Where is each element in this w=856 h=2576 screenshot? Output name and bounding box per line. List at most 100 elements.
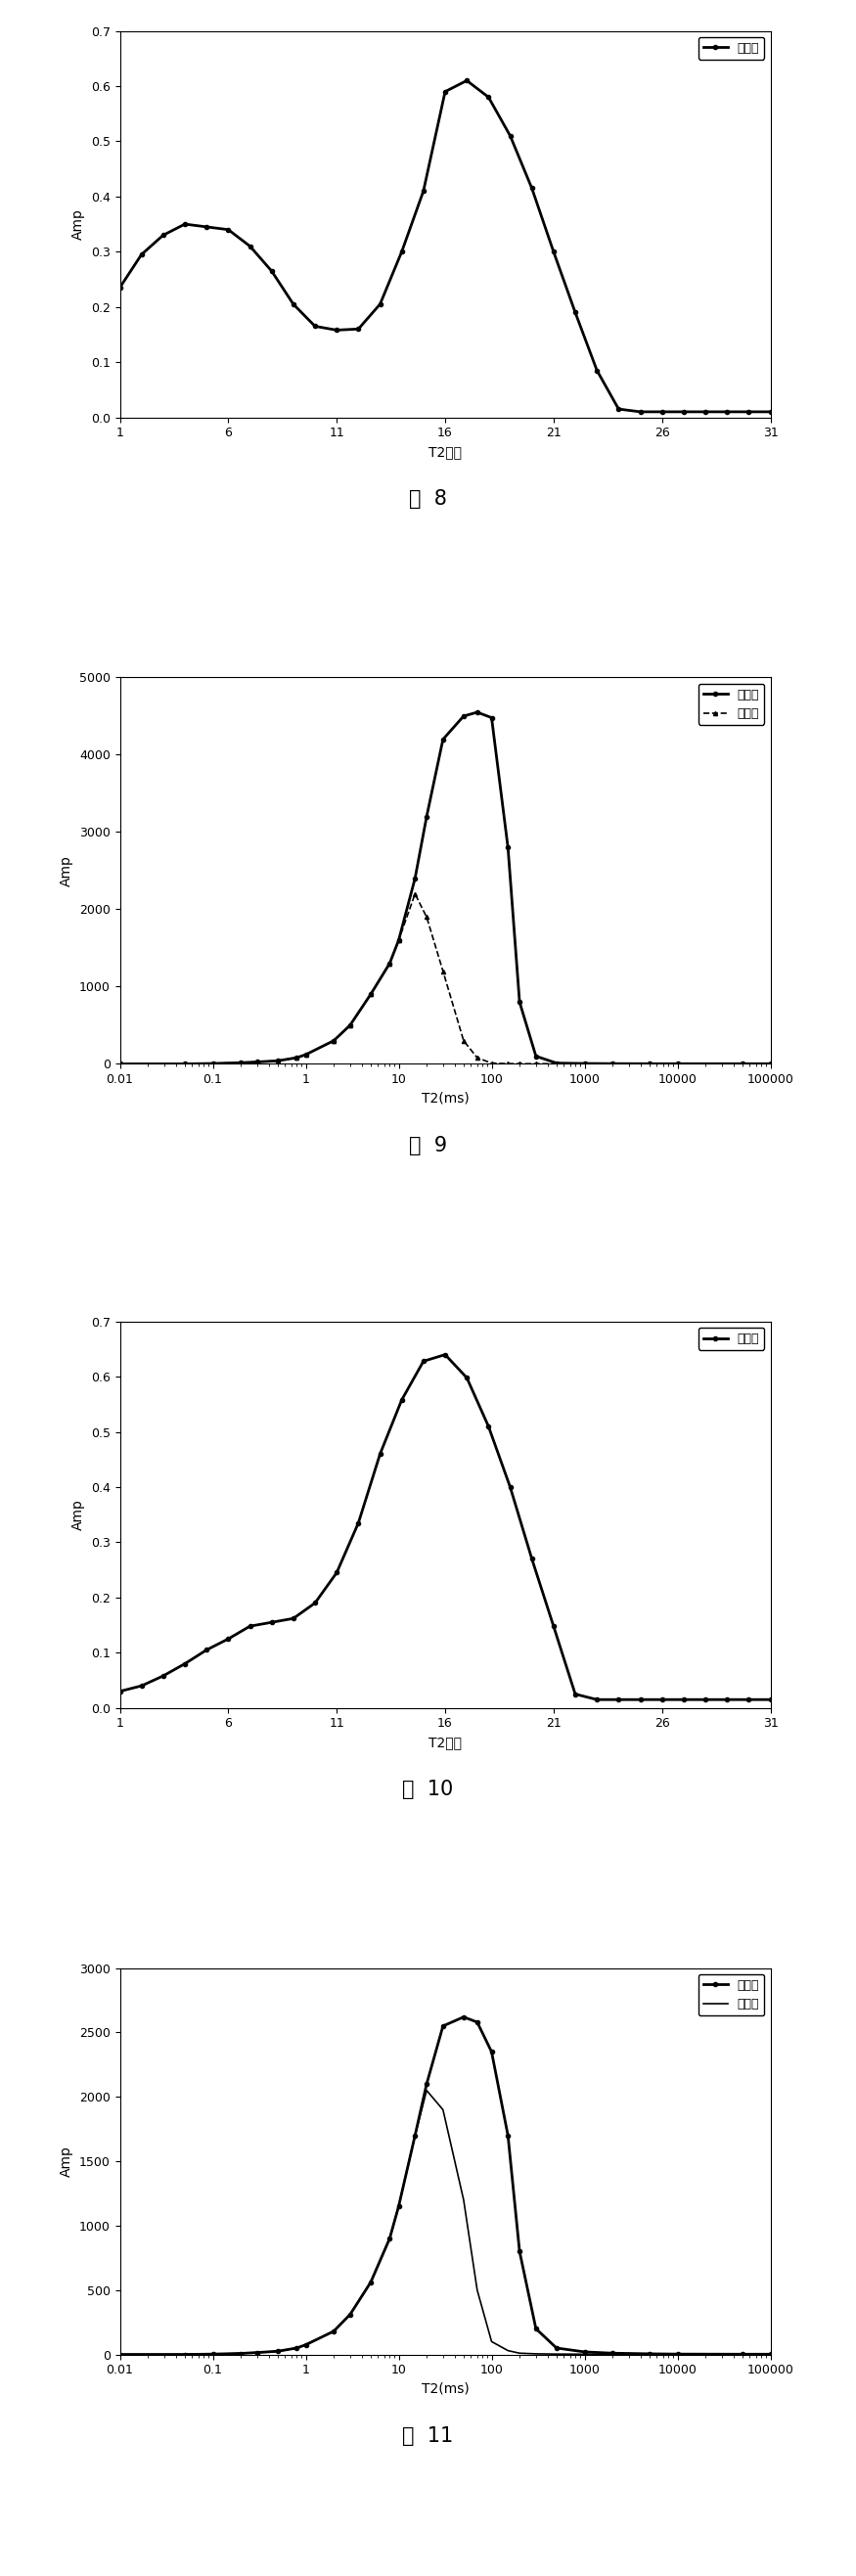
饱和谱	[700, 397, 710, 428]
饱和谱	[614, 1685, 624, 1716]
Line: 饱和谱: 饱和谱	[118, 711, 772, 1066]
离心谱	[394, 2190, 404, 2221]
饱和谱	[272, 1046, 282, 1077]
饱和谱	[645, 1048, 655, 1079]
饱和谱	[461, 1363, 472, 1394]
饱和谱	[679, 1685, 689, 1716]
饱和谱	[461, 64, 472, 95]
饱和谱	[384, 2223, 395, 2254]
饱和谱	[531, 2313, 541, 2344]
饱和谱	[526, 1543, 537, 1574]
饱和谱	[366, 979, 376, 1010]
饱和谱	[744, 1685, 754, 1716]
离心谱	[252, 2336, 262, 2367]
饱和谱	[252, 1046, 262, 1077]
饱和谱	[292, 1043, 302, 1074]
饱和谱	[531, 1041, 541, 1072]
离心谱	[486, 2326, 496, 2357]
饱和谱	[115, 1048, 125, 1079]
饱和谱	[310, 312, 320, 343]
饱和谱	[180, 1649, 190, 1680]
Legend: 饱和谱, 离心谱: 饱和谱, 离心谱	[698, 683, 764, 724]
离心谱	[292, 1043, 302, 1074]
离心谱	[514, 2339, 525, 2370]
饱和谱	[410, 2120, 420, 2151]
饱和谱	[580, 1048, 590, 1079]
饱和谱	[765, 1685, 776, 1716]
饱和谱	[484, 1412, 494, 1443]
饱和谱	[549, 1610, 559, 1641]
饱和谱	[514, 987, 525, 1018]
饱和谱	[266, 1607, 276, 1638]
离心谱	[531, 1048, 541, 1079]
饱和谱	[421, 801, 431, 832]
饱和谱	[136, 240, 146, 270]
饱和谱	[486, 2035, 496, 2066]
离心谱	[645, 1048, 655, 1079]
饱和谱	[272, 2336, 282, 2367]
饱和谱	[484, 82, 494, 113]
Text: 图  9: 图 9	[409, 1136, 447, 1157]
离心谱	[608, 1048, 618, 1079]
饱和谱	[136, 1669, 146, 1700]
饱和谱	[235, 2339, 246, 2370]
饱和谱	[375, 1437, 385, 1468]
饱和谱	[440, 77, 450, 108]
饱和谱	[459, 701, 469, 732]
离心谱	[580, 1048, 590, 1079]
饱和谱	[502, 832, 513, 863]
离心谱	[384, 948, 395, 979]
饱和谱	[288, 1602, 299, 1633]
离心谱	[486, 1048, 496, 1079]
饱和谱	[208, 2339, 218, 2370]
饱和谱	[438, 2012, 449, 2043]
饱和谱	[737, 1048, 747, 1079]
离心谱	[765, 1048, 776, 1079]
饱和谱	[115, 2339, 125, 2370]
饱和谱	[505, 1471, 515, 1502]
饱和谱	[310, 1587, 320, 1618]
离心谱	[580, 2339, 590, 2370]
X-axis label: T2组分: T2组分	[429, 1736, 461, 1749]
X-axis label: T2(ms): T2(ms)	[421, 2383, 469, 2396]
饱和谱	[292, 2334, 302, 2365]
饱和谱	[486, 703, 496, 734]
离心谱	[551, 1048, 562, 1079]
离心谱	[300, 1038, 311, 1069]
离心谱	[438, 2094, 449, 2125]
饱和谱	[201, 211, 211, 242]
饱和谱	[345, 2300, 355, 2331]
离心谱	[272, 1046, 282, 1077]
饱和谱	[551, 1048, 562, 1079]
饱和谱	[252, 2336, 262, 2367]
Line: 离心谱: 离心谱	[120, 2092, 770, 2354]
饱和谱	[614, 394, 624, 425]
Y-axis label: Amp: Amp	[72, 1499, 86, 1530]
离心谱	[421, 902, 431, 933]
离心谱	[459, 1025, 469, 1056]
饱和谱	[223, 214, 234, 245]
饱和谱	[329, 2316, 339, 2347]
Text: 图  11: 图 11	[402, 2427, 454, 2447]
饱和谱	[591, 1685, 602, 1716]
离心谱	[765, 2339, 776, 2370]
饱和谱	[375, 289, 385, 319]
饱和谱	[635, 397, 645, 428]
离心谱	[180, 1048, 190, 1079]
Y-axis label: Amp: Amp	[72, 209, 86, 240]
饱和谱	[591, 355, 602, 386]
离心谱	[645, 2339, 655, 2370]
饱和谱	[354, 314, 364, 345]
离心谱	[608, 2339, 618, 2370]
离心谱	[459, 2184, 469, 2215]
饱和谱	[115, 273, 125, 304]
Legend: 饱和谱, 离心谱: 饱和谱, 离心谱	[698, 1973, 764, 2014]
饱和谱	[384, 948, 395, 979]
饱和谱	[115, 1677, 125, 1708]
饱和谱	[570, 1680, 580, 1710]
离心谱	[531, 2339, 541, 2370]
离心谱	[551, 2339, 562, 2370]
离心谱	[208, 1048, 218, 1079]
饱和谱	[505, 121, 515, 152]
离心谱	[394, 925, 404, 956]
